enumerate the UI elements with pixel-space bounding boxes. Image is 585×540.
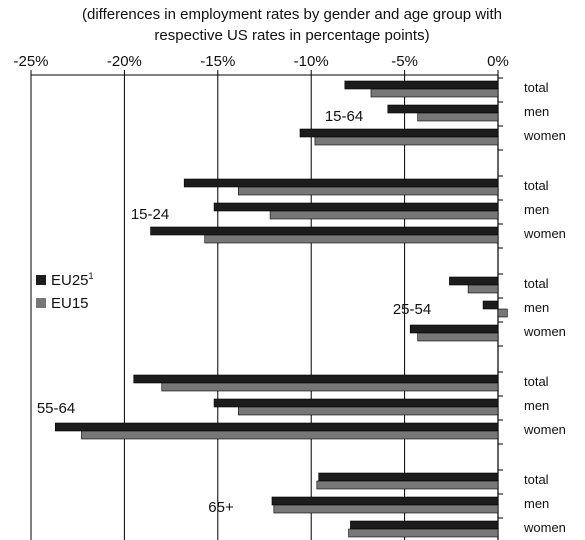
x-tick-label: -15% [200,53,235,70]
category-label: women [523,324,566,339]
bar-eu15 [417,112,499,122]
category-label: women [523,226,566,241]
bar-eu15 [204,234,499,244]
bar-eu15 [417,332,499,342]
x-tick-label: -5% [391,53,418,70]
legend-label-eu15: EU15 [51,295,89,312]
legend-label-eu25: EU251 [51,271,94,289]
category-label: total [524,472,549,487]
bar-eu15 [273,504,499,514]
bar-eu15 [467,284,499,294]
bar-eu15 [497,308,508,318]
group-label: 25-54 [393,301,431,318]
bar-eu15 [348,528,499,538]
category-label: women [523,128,566,143]
x-tick-label: -25% [13,53,48,70]
bar-eu25 [54,422,499,432]
category-label: men [524,104,549,119]
group-label: 15-64 [325,108,363,125]
category-label: men [524,300,549,315]
bar-eu25 [350,520,499,530]
category-label: men [524,496,549,511]
bar-eu25 [387,104,499,114]
chart-title-line-2: respective US rates in percentage points… [154,27,429,44]
bar-eu25 [344,80,499,90]
gridlines [30,75,406,540]
bar-eu15 [161,382,499,392]
x-tick-label: -10% [294,53,329,70]
category-labels: total men women total men women total men women t… [523,80,566,535]
bar-eu15 [238,186,499,196]
category-label: women [523,520,566,535]
bars [54,80,508,538]
bar-eu25 [133,374,499,384]
bar-eu25 [299,128,499,138]
bar-eu15 [269,210,499,220]
category-label: men [524,202,549,217]
bar-eu25 [449,276,499,286]
category-label: total [524,80,549,95]
bar-eu25 [213,398,499,408]
chart-title-line-1: (differences in employment rates by gend… [82,6,502,23]
x-tick-label: -20% [107,53,142,70]
bar-eu25 [409,324,499,334]
legend: EU251 EU15 [36,271,94,312]
bar-eu25 [318,472,499,482]
category-label: women [523,422,566,437]
bar-eu25 [482,300,499,310]
bar-eu25 [213,202,499,212]
legend-swatch-eu25 [36,275,46,285]
bar-eu25 [271,496,499,506]
group-label: 65+ [208,499,234,516]
category-label: total [524,374,549,389]
x-tick-label: 0% [487,53,509,70]
bar-eu15 [314,136,499,146]
x-axis-ticks: -25% -20% -15% -10% -5% 0% [13,53,509,75]
group-labels: 15-64 15-24 25-54 55-64 65+ [37,108,431,516]
bar-eu25 [183,178,499,188]
group-label: 15-24 [131,206,169,223]
bar-eu15 [238,406,499,416]
bar-eu15 [81,430,499,440]
category-label: total [524,276,549,291]
category-label: total [524,178,549,193]
bar-eu15 [316,480,499,490]
category-label: men [524,398,549,413]
bar-eu15 [370,88,499,98]
legend-swatch-eu15 [36,298,46,308]
group-label: 55-64 [37,400,75,417]
bar-eu25 [150,226,499,236]
